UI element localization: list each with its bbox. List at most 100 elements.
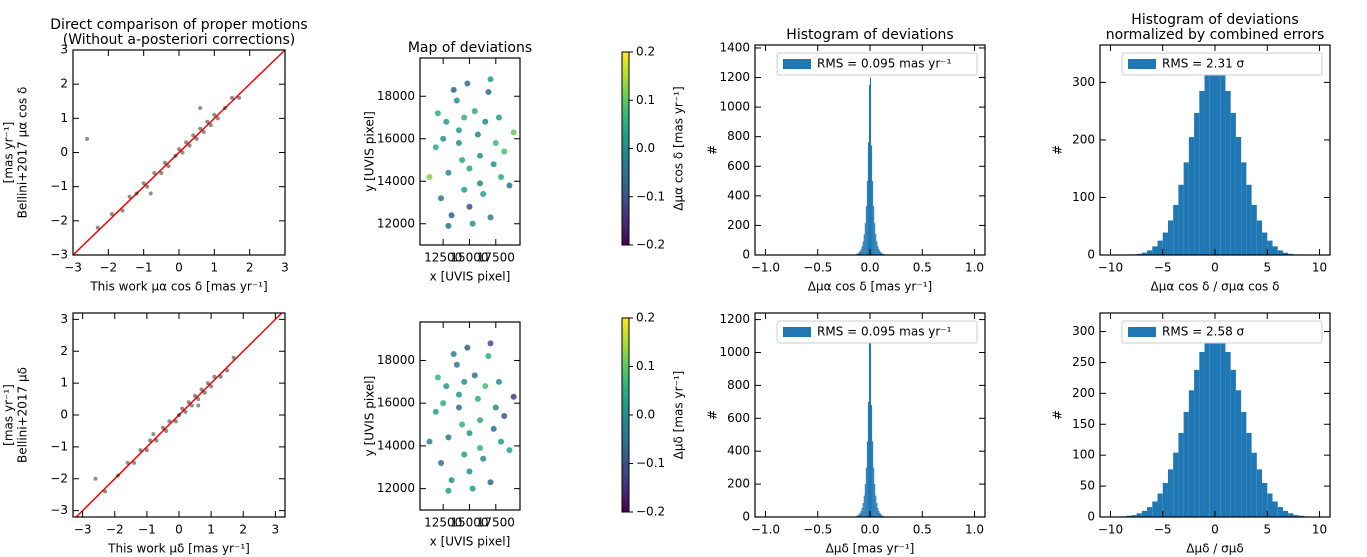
- legend-label: RMS = 0.095 mas yr⁻¹: [817, 325, 952, 339]
- histogram-bar: [1272, 501, 1278, 517]
- y-axis-label: #: [706, 410, 720, 420]
- histogram-bar: [868, 84, 870, 255]
- histogram-bar: [1277, 250, 1283, 255]
- data-point: [434, 110, 441, 117]
- data-point: [474, 131, 481, 138]
- x-tick-label: −0.5: [803, 523, 832, 537]
- axes-frame: [419, 321, 521, 511]
- legend-box: [776, 320, 978, 344]
- data-point: [212, 112, 217, 117]
- data-point: [120, 208, 125, 213]
- histogram-bar: [865, 206, 867, 255]
- data-point: [208, 123, 213, 128]
- y-tick-label: 600: [727, 159, 750, 173]
- data-point: [498, 438, 505, 445]
- data-point: [464, 344, 471, 351]
- histogram-bar: [1136, 513, 1142, 517]
- y-tick-label: 1000: [719, 100, 750, 114]
- histogram-bar: [1225, 351, 1231, 517]
- data-point: [477, 445, 483, 452]
- histogram-bar: [857, 253, 859, 255]
- x-tick-label: 15000: [450, 251, 488, 265]
- data-point: [196, 397, 201, 402]
- histogram-bar: [1162, 483, 1168, 517]
- histogram-bar: [865, 467, 867, 517]
- x-tick-label: −1: [138, 523, 156, 537]
- histogram-bar: [872, 181, 874, 255]
- data-point: [164, 428, 169, 433]
- histogram-bar: [1178, 184, 1184, 255]
- histogram-bar: [1141, 510, 1148, 517]
- data-point: [85, 136, 90, 141]
- colorbar-tick-label: −0.2: [636, 505, 665, 519]
- legend-box: [1121, 52, 1323, 76]
- y-tick-label: 16000: [377, 396, 415, 410]
- histogram-bar: [875, 495, 877, 517]
- histogram-bar: [874, 484, 876, 517]
- data-point: [434, 374, 441, 381]
- y-tick-label: −2: [50, 213, 68, 227]
- histogram-bar: [1173, 204, 1179, 255]
- x-tick-label: 0: [175, 261, 183, 275]
- x-tick-label: −1.0: [751, 523, 780, 537]
- data-point: [490, 161, 497, 168]
- data-point: [455, 140, 462, 146]
- x-tick-label: −1: [135, 261, 153, 275]
- histogram-bar: [1147, 250, 1153, 255]
- x-tick-label: 2: [239, 523, 247, 537]
- y-axis-label: [mas yr⁻¹]: [2, 384, 16, 446]
- data-point: [127, 194, 132, 199]
- data-point: [466, 468, 473, 475]
- histogram-bar: [1256, 469, 1263, 517]
- data-point: [432, 408, 439, 415]
- histogram-bar: [867, 142, 869, 255]
- data-point: [237, 95, 242, 100]
- x-tick-label: 0.5: [913, 261, 932, 275]
- histogram-bar: [1126, 515, 1132, 517]
- histogram-bar: [863, 495, 865, 517]
- histogram-bar: [1162, 232, 1168, 255]
- x-axis-label: x [UVIS pixel]: [430, 270, 511, 284]
- histogram-bar: [877, 246, 879, 255]
- data-point: [141, 181, 146, 186]
- data-point: [134, 191, 139, 196]
- data-point: [218, 374, 223, 379]
- data-point: [448, 477, 455, 484]
- y-tick-label: 100: [1072, 190, 1095, 204]
- histogram-bar: [859, 251, 861, 255]
- legend-swatch: [783, 327, 811, 337]
- data-point: [501, 413, 508, 419]
- data-point: [145, 184, 150, 189]
- y-axis-label: Bellini+2017 μδ: [16, 367, 30, 463]
- data-point: [230, 95, 234, 100]
- y-tick-label: 250: [1072, 355, 1095, 369]
- data-point: [212, 374, 217, 379]
- data-point: [231, 355, 236, 360]
- histogram-bar: [1152, 501, 1158, 517]
- x-tick-label: −1.0: [751, 261, 780, 275]
- legend-swatch: [1128, 327, 1156, 337]
- histogram-bar: [1157, 240, 1163, 255]
- histogram-bar: [864, 484, 866, 517]
- colorbar-tick-label: 0.1: [636, 93, 655, 107]
- data-point: [445, 222, 452, 229]
- y-tick-label: 2: [60, 77, 68, 91]
- x-tick-label: 0: [1211, 261, 1219, 275]
- legend-swatch: [1128, 59, 1156, 69]
- x-tick-label: 1: [207, 523, 215, 537]
- legend-label: RMS = 2.58 σ: [1162, 325, 1245, 339]
- data-point: [448, 212, 455, 219]
- data-point: [198, 126, 203, 131]
- y-tick-label: 100: [1072, 448, 1095, 462]
- histogram-bar: [1152, 246, 1158, 255]
- x-tick-label: −2: [106, 523, 124, 537]
- histogram-bar: [863, 234, 865, 255]
- data-point: [440, 400, 447, 407]
- y-tick-label: −3: [50, 248, 68, 262]
- histogram-bar: [1230, 369, 1236, 517]
- colorbar-tick-label: 0.2: [636, 311, 655, 325]
- y-tick-label: 50: [1080, 479, 1095, 493]
- data-point: [453, 97, 460, 104]
- y-axis-label: #: [706, 145, 720, 155]
- histogram-bar: [1188, 137, 1195, 255]
